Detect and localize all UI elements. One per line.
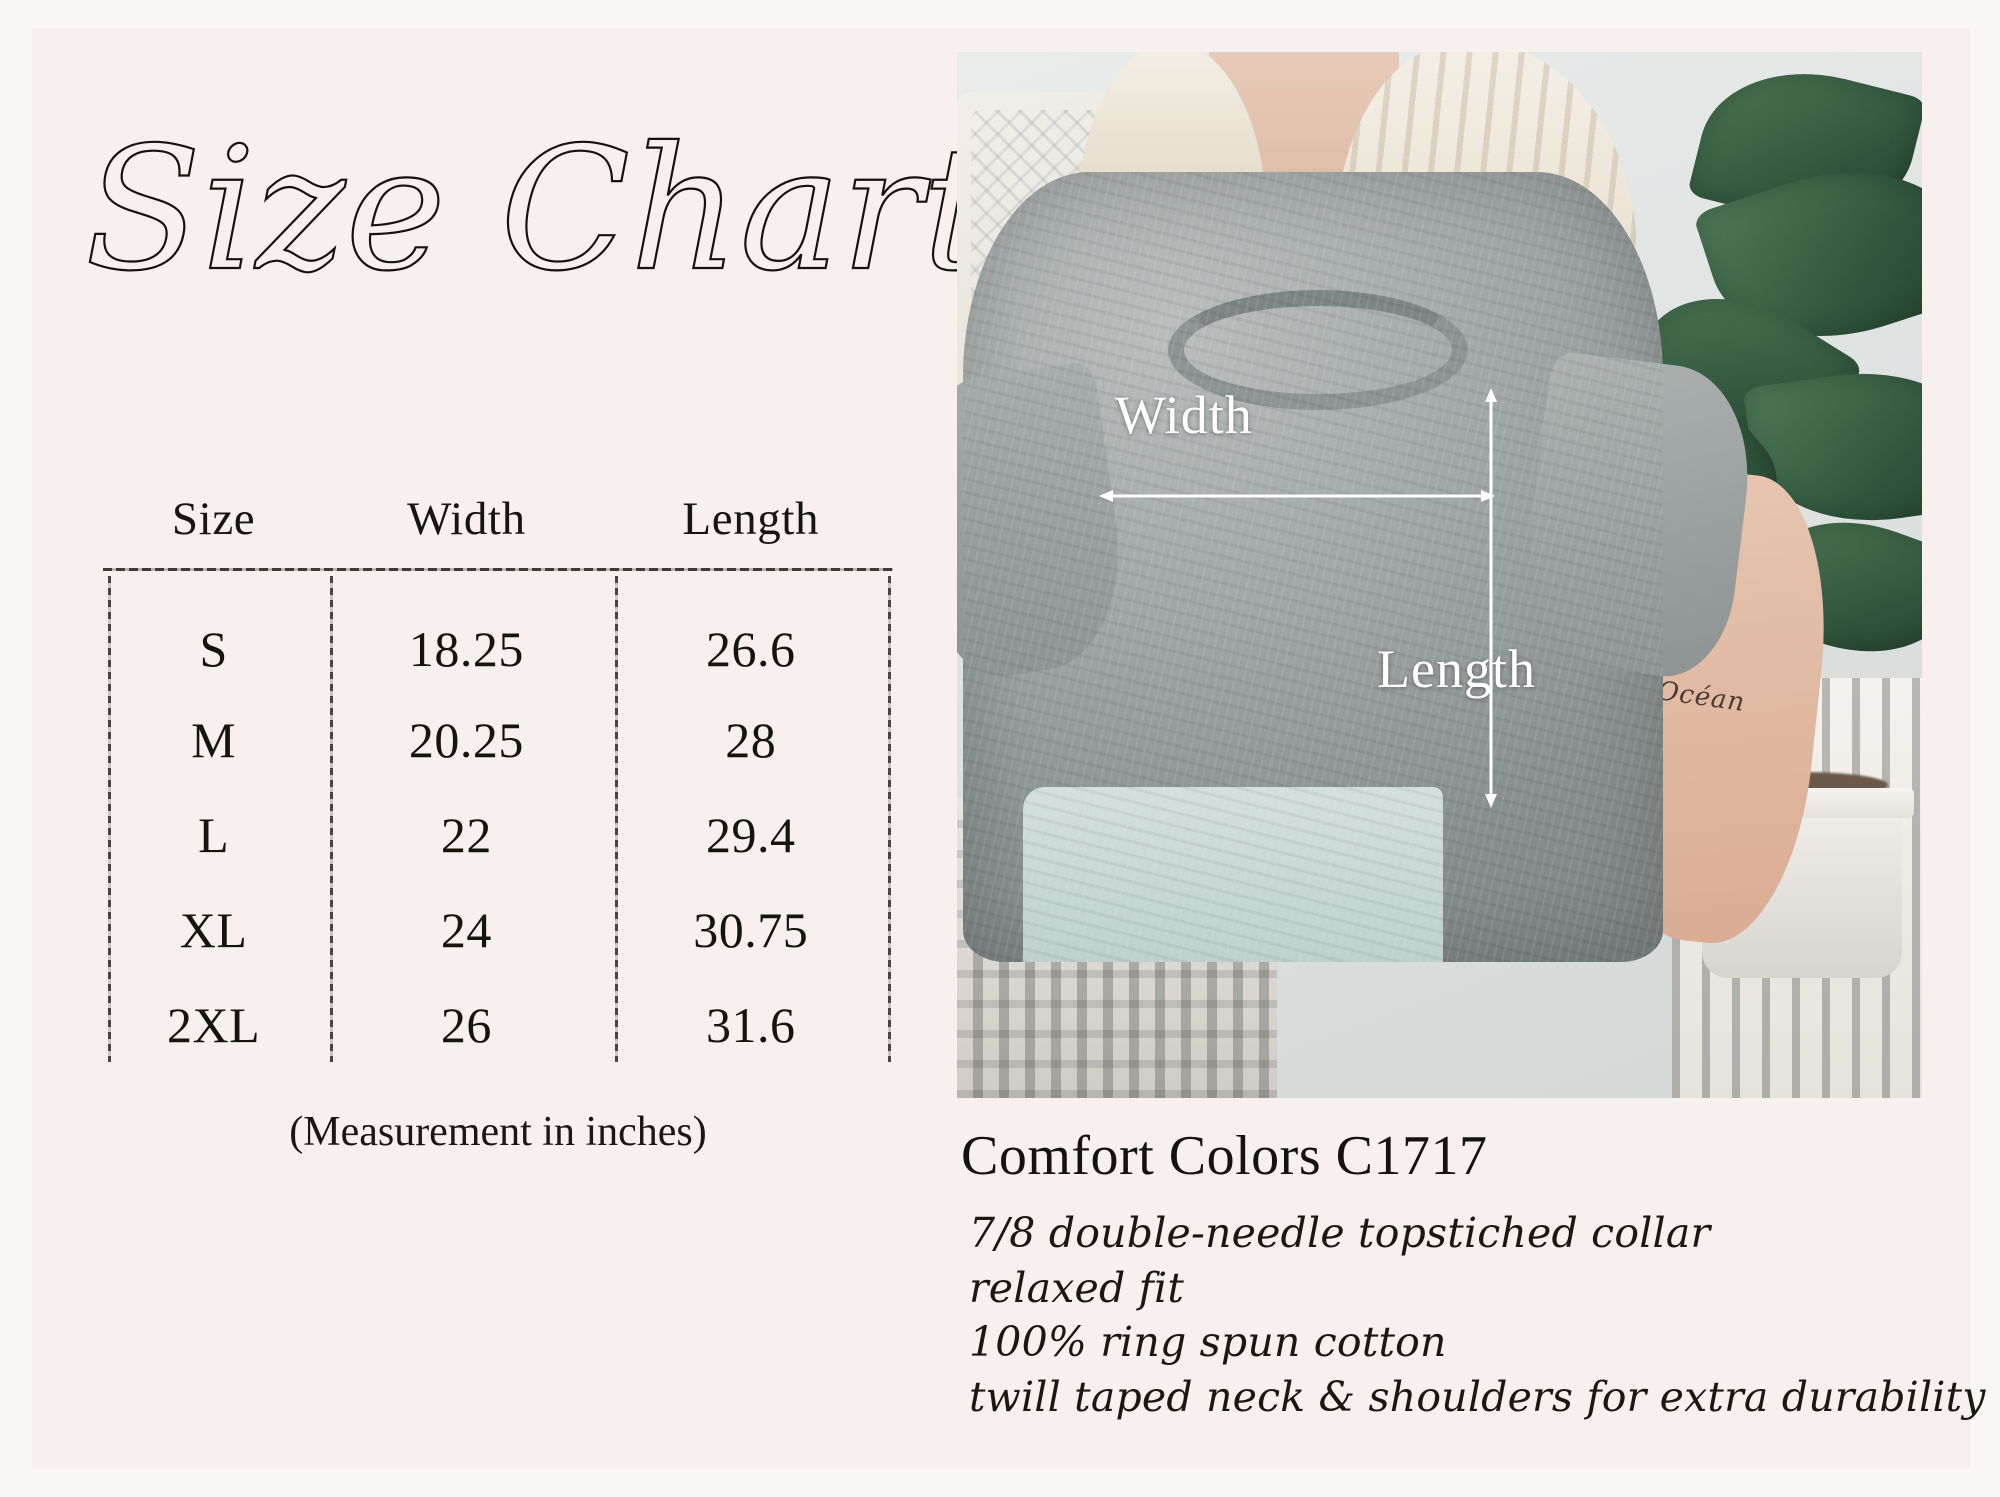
table-row: S 18.25 26.6	[103, 572, 893, 692]
cell-length: 30.75	[693, 901, 809, 958]
cell-size: S	[199, 621, 228, 677]
cell-width: 22	[440, 806, 492, 863]
description-line: 7/8 double-needle topstiched collar	[969, 1209, 1711, 1257]
column-header-size: Size	[171, 493, 256, 545]
product-photo: Océan Width Length	[957, 52, 1922, 1098]
cell-length: 26.6	[706, 621, 796, 677]
table-row: L 22 29.4	[103, 787, 893, 882]
description-line: twill taped neck & shoulders for extra d…	[969, 1372, 1986, 1421]
column-header-length: Length	[682, 493, 820, 545]
model-jeans	[1023, 787, 1443, 962]
right-panel: Océan Width Length Comfort Colors C	[933, 30, 1986, 1467]
size-table: Size Width Length S 18.25 26.6 M 20.25 2…	[103, 492, 893, 1072]
table-row: M 20.25 28	[103, 692, 893, 787]
table-divider-width	[615, 576, 618, 1062]
cell-width: 26	[440, 996, 492, 1053]
left-panel: Size Chart Size Width Length S	[33, 30, 992, 1467]
cell-size: 2XL	[167, 996, 261, 1053]
measurement-footnote: (Measurement in inches)	[289, 1109, 707, 1155]
cell-width: 24	[440, 901, 492, 958]
description-line: 100% ring spun cotton	[969, 1318, 1447, 1367]
length-arrow-icon	[1485, 388, 1497, 808]
cell-size: M	[191, 711, 237, 768]
length-measure-label: Length	[1377, 639, 1536, 699]
cell-width: 18.25	[408, 621, 524, 677]
product-title: Comfort Colors C1717	[961, 1125, 1488, 1187]
width-measure-label: Width	[1115, 385, 1253, 445]
table-header-rule	[103, 568, 893, 571]
page-title-text: Size Chart	[85, 111, 991, 309]
cell-length: 28	[725, 711, 777, 768]
size-table-wrapper: Size Width Length S 18.25 26.6 M 20.25 2…	[103, 492, 893, 1072]
table-row: XL 24 30.75	[103, 882, 893, 977]
table-head: Size Width Length	[103, 492, 893, 572]
table-divider-size	[330, 576, 333, 1062]
cell-size: XL	[179, 901, 248, 958]
product-description: 7/8 double-needle topstiched collar rela…	[969, 1206, 1986, 1424]
cell-size: L	[198, 806, 230, 863]
table-body: S 18.25 26.6 M 20.25 28 L 22 29.4	[103, 572, 893, 1072]
table-row: 2XL 26 31.6	[103, 977, 893, 1072]
column-header-width: Width	[407, 493, 526, 545]
page-title: Size Chart	[75, 78, 992, 348]
cell-length: 31.6	[706, 996, 796, 1053]
table-divider-right	[888, 576, 891, 1062]
cell-width: 20.25	[408, 711, 524, 768]
size-chart-card: Size Chart Size Width Length S	[33, 30, 1986, 1467]
cell-length: 29.4	[706, 806, 796, 863]
width-arrow-icon	[1099, 490, 1495, 502]
description-line: relaxed fit	[969, 1263, 1185, 1312]
title-script-svg: Size Chart	[84, 110, 992, 310]
tshirt-sleeve-left	[957, 360, 1135, 684]
table-header-row: Size Width Length	[103, 492, 893, 572]
table-divider-left	[108, 576, 111, 1062]
tshirt	[957, 172, 1762, 962]
